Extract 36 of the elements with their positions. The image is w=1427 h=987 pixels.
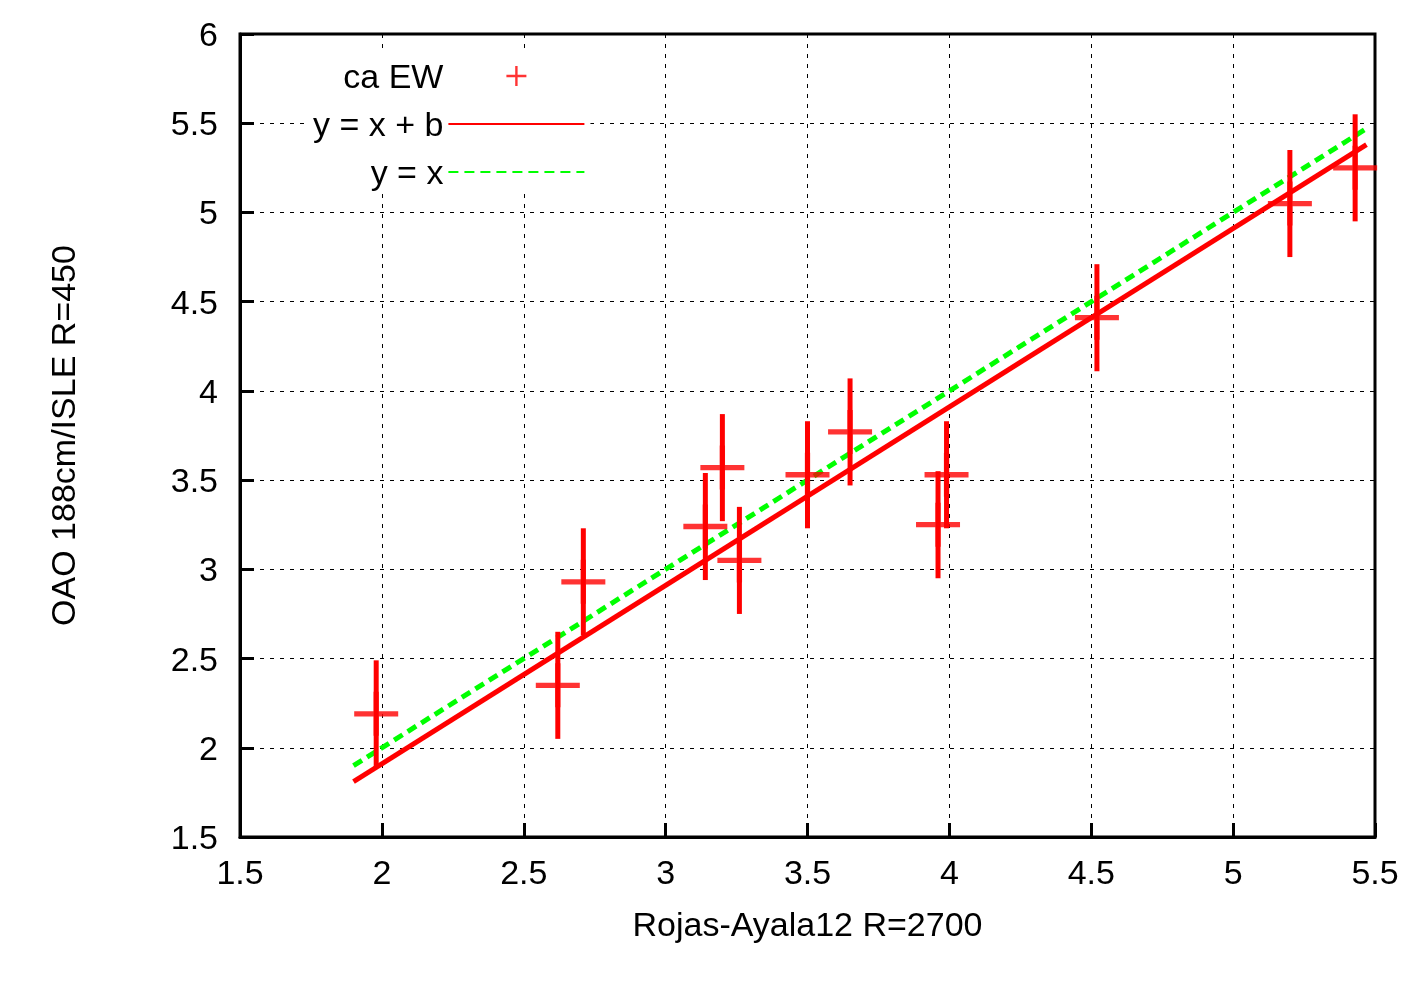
x-tick-label: 3 [656,853,676,891]
point [916,502,961,547]
y-tick-label: 2 [199,728,218,767]
x-tick-label: 5.5 [1351,853,1399,891]
x-tick-label: 2.5 [500,853,548,891]
point [785,452,830,497]
y-tick-label: 6 [199,15,218,53]
point [1267,181,1312,226]
legend-label: y = x [370,153,444,191]
legend-label: ca EW [343,57,444,95]
y-tick-label: 5.5 [170,104,218,143]
point [354,691,399,736]
point [1074,295,1119,340]
x-tick-label: 2 [372,853,392,891]
point [535,663,580,708]
point [683,504,728,549]
point [717,538,762,583]
x-tick-label: 5 [1223,853,1243,891]
point [561,559,606,604]
point [1333,145,1378,190]
y-tick-label: 2.5 [170,639,218,678]
x-axis-title: Rojas-Ayala12 R=2700 [632,905,983,943]
x-tick-label: 4.5 [1067,853,1115,891]
x-tick-label: 4 [939,853,959,891]
x-tick-label: 3.5 [783,853,832,891]
y-tick-label: 4.5 [170,282,218,321]
y-tick-label: 4 [199,371,218,410]
y-tick-label: 5 [199,193,218,232]
y-tick-label: 1.5 [170,818,218,856]
point [828,409,873,454]
y-tick-label: 3 [199,550,218,589]
y-tick-label: 3.5 [170,461,218,500]
point [924,452,969,497]
y-axis-title: OAO 188cm/ISLE R=450 [44,245,82,626]
point [700,445,745,490]
legend-label: y = x + b [313,105,444,143]
